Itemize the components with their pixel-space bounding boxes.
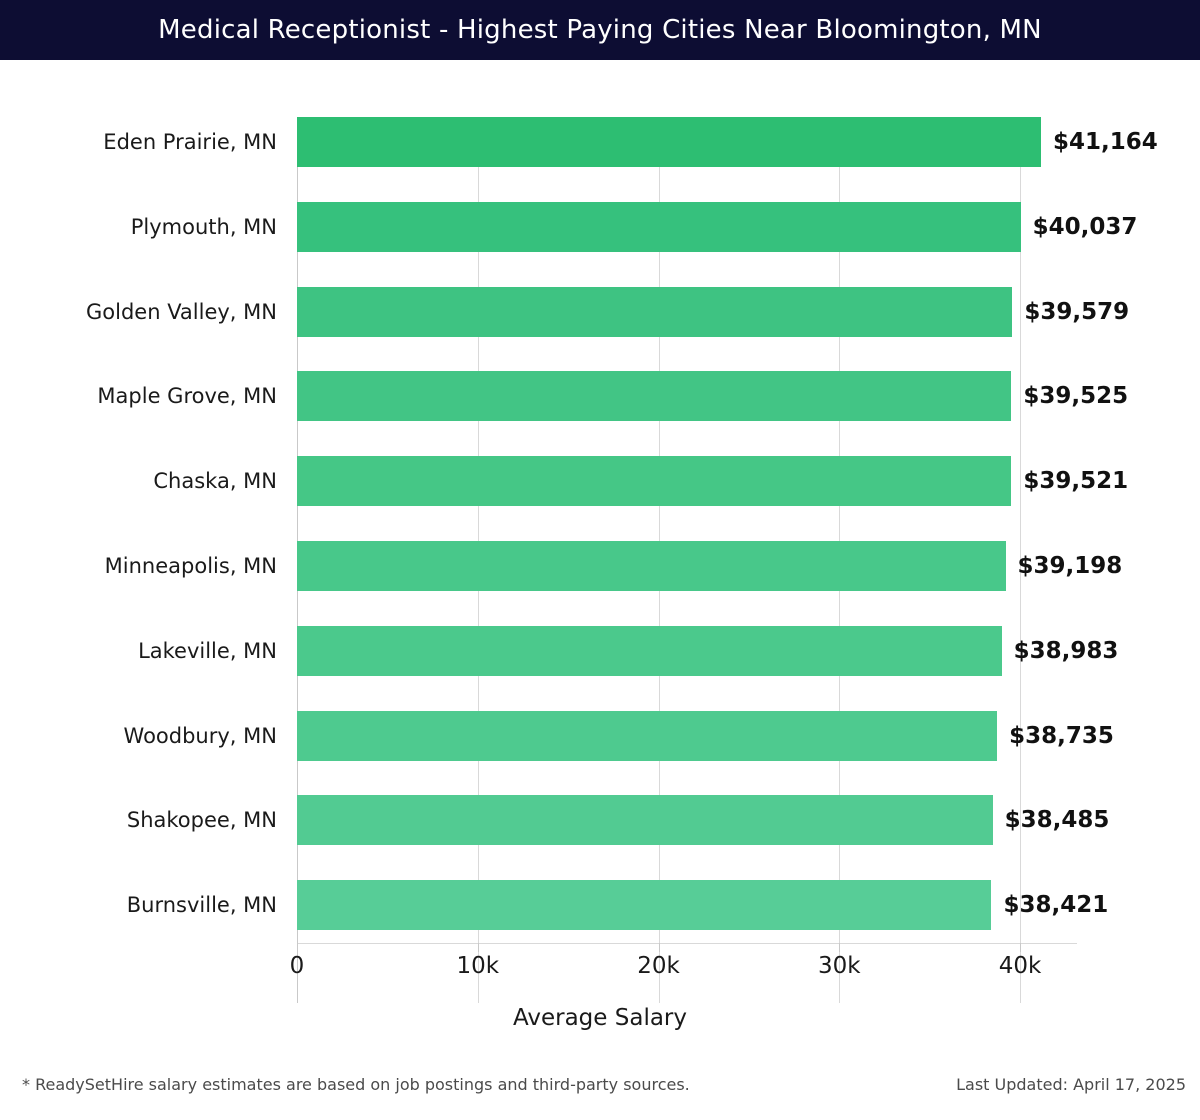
bar-row: Woodbury, MN $38,735: [0, 710, 1200, 761]
bar-value-label: $38,485: [1004, 807, 1110, 834]
bar-value-label: $39,579: [1024, 298, 1130, 325]
category-label: Woodbury, MN: [123, 723, 277, 748]
category-label: Chaska, MN: [153, 469, 277, 494]
category-label: Shakopee, MN: [126, 808, 277, 833]
bar-value-label: $39,521: [1023, 468, 1129, 495]
bar[interactable]: [297, 795, 993, 846]
category-label: Maple Grove, MN: [97, 384, 277, 409]
x-tick-label: 10k: [456, 953, 500, 979]
bar-value-label: $39,198: [1017, 553, 1123, 579]
category-label: Eden Prairie, MN: [103, 130, 277, 154]
bar[interactable]: [297, 880, 992, 931]
last-updated-text: Last Updated: April 17, 2025: [956, 1075, 1186, 1094]
x-tick-label: 40k: [998, 953, 1042, 979]
bar-row: Plymouth, MN $40,037: [0, 201, 1200, 252]
bar-value-label: $41,164: [1053, 129, 1158, 155]
bar-row: Minneapolis, MN $39,198: [0, 541, 1200, 591]
category-label: Burnsville, MN: [126, 893, 277, 918]
chart-title-bar: Medical Receptionist - Highest Paying Ci…: [0, 0, 1200, 60]
x-axis-label: Average Salary: [512, 1005, 687, 1031]
bar[interactable]: [297, 710, 998, 761]
footnote-text: * ReadySetHire salary estimates are base…: [22, 1075, 690, 1094]
category-label: Lakeville, MN: [138, 638, 277, 663]
bar[interactable]: [297, 541, 1006, 591]
category-label: Minneapolis, MN: [104, 554, 277, 578]
chart-plot-area: Eden Prairie, MN $41,164 Plymouth, MN $40,0…: [0, 60, 1200, 1060]
category-label: Golden Valley, MN: [86, 299, 277, 324]
x-tick-label: 30k: [817, 953, 861, 979]
bar-value-label: $39,525: [1023, 383, 1129, 410]
tick-mark-10k: [477, 943, 479, 952]
tick-mark-0: [297, 943, 298, 952]
bar-value-label: $38,983: [1013, 637, 1119, 664]
bar-row: Golden Valley, MN $39,579: [0, 286, 1200, 337]
bar[interactable]: [297, 371, 1012, 422]
page-title: Medical Receptionist - Highest Paying Ci…: [158, 15, 1042, 45]
gridline-40k: [1020, 158, 1021, 1003]
bar-row: Eden Prairie, MN $41,164: [0, 117, 1200, 167]
bar[interactable]: [297, 456, 1012, 507]
x-axis-line: [297, 943, 1077, 944]
tick-mark-30k: [839, 943, 841, 952]
chart-footer: * ReadySetHire salary estimates are base…: [0, 1075, 1200, 1120]
bar-value-label: $38,735: [1009, 722, 1114, 749]
bar[interactable]: [297, 201, 1021, 252]
bar-row: Chaska, MN $39,521: [0, 456, 1200, 507]
bar-row: Burnsville, MN $38,421: [0, 880, 1200, 931]
bar-value-label: $38,421: [1003, 892, 1109, 919]
bar-value-label: $40,037: [1032, 213, 1138, 240]
bar-row: Shakopee, MN $38,485: [0, 795, 1200, 846]
bar-row: Maple Grove, MN $39,525: [0, 371, 1200, 422]
x-tick-label: 20k: [637, 953, 680, 979]
x-tick-label: 0: [289, 953, 305, 979]
bar[interactable]: [297, 286, 1013, 337]
category-label: Plymouth, MN: [130, 214, 277, 239]
tick-mark-20k: [658, 943, 660, 952]
bar[interactable]: [297, 117, 1042, 167]
bar[interactable]: [297, 625, 1002, 676]
bar-row: Lakeville, MN $38,983: [0, 625, 1200, 676]
tick-mark-40k: [1020, 943, 1021, 952]
